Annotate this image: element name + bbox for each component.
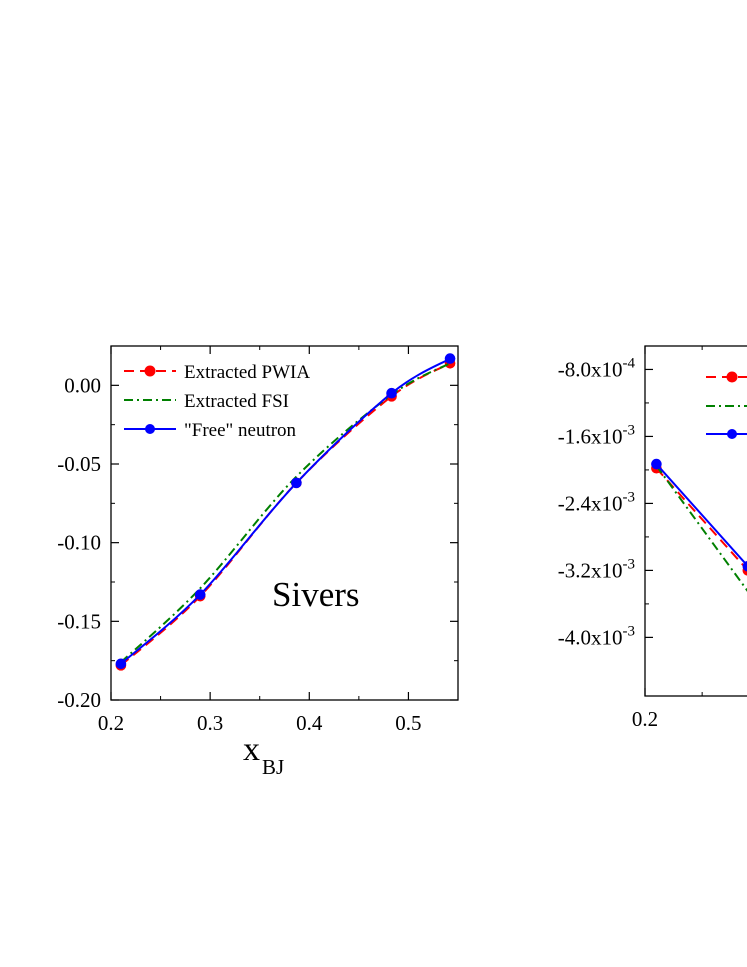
x-tick-label: 0.4	[296, 711, 323, 735]
sivers-annotation: Sivers	[272, 575, 360, 614]
x-tick-label: 0.3	[197, 711, 223, 735]
y-tick-label: -0.05	[57, 452, 101, 476]
y-tick-label: -4.0x10-3	[558, 623, 635, 649]
x-tick-label: 0.5	[395, 711, 421, 735]
legend-2	[706, 371, 747, 439]
data-point	[742, 560, 747, 572]
series-layer-2	[651, 458, 747, 592]
svg-text:x: x	[243, 731, 260, 768]
x-axis-title: x BJ	[243, 731, 284, 779]
y-tick-label: -0.20	[57, 688, 101, 712]
svg-text:BJ: BJ	[262, 755, 284, 779]
axis-ticks	[110, 345, 458, 701]
series-line	[655, 463, 747, 567]
legend-entry-free-neutron: "Free" neutron	[124, 420, 297, 441]
data-point	[291, 477, 302, 489]
x-tick-labels: 0.2 0.3 0.4 0.5	[98, 711, 422, 735]
legend-2-entry-red	[706, 371, 747, 383]
y-tick-label: -0.15	[57, 609, 101, 633]
data-point	[444, 353, 456, 364]
series-line	[655, 465, 747, 592]
data-point	[386, 387, 397, 399]
legend-2-entry-blue	[706, 429, 747, 439]
y-tick-label: -2.4x10-3	[558, 489, 635, 515]
legend-label-fsi: Extracted FSI	[184, 391, 289, 412]
sivers-chart: 0.2 0.3 0.4 0.5 0.00 -0.05 -0.10 -0.15 -0.20 Ex…	[57, 345, 459, 779]
legend-label-free-neutron: "Free" neutron	[184, 420, 297, 441]
y-tick-labels: 0.00 -0.05 -0.10 -0.15 -0.20	[57, 373, 101, 712]
y-tick-label: -0.10	[57, 531, 101, 555]
plot-frame	[110, 345, 459, 701]
legend-entry-fsi: Extracted FSI	[124, 391, 289, 412]
axis-ticks-2	[644, 346, 703, 696]
y-tick-label: -1.6x10-3	[558, 422, 635, 448]
series-line	[120, 357, 451, 665]
series-layer	[115, 353, 456, 671]
legend-entry-pwia: Extracted PWIA	[124, 362, 310, 383]
x-tick-label: 0.2	[632, 707, 658, 731]
data-point	[194, 589, 206, 600]
y-tick-label: -3.2x10-3	[558, 556, 635, 582]
x-tick-labels-2: 0.20.	[632, 707, 658, 731]
legend: Extracted PWIA Extracted FSI "Free" neut…	[124, 362, 310, 441]
data-point	[651, 458, 662, 470]
y-tick-labels-2: -8.0x10-4 -1.6x10-3 -2.4x10-3 -3.2x10-3 -4.0…	[558, 355, 636, 649]
y-tick-label: 0.00	[64, 373, 101, 397]
data-point	[115, 658, 127, 670]
x-tick-label: 0.2	[98, 711, 124, 735]
legend-label-pwia: Extracted PWIA	[184, 362, 310, 383]
second-chart: 0.20. -8.0x10-4 -1.6x10-3 -2.4x10-3 -3.2x10…	[558, 345, 747, 731]
plot-frame-2	[644, 345, 747, 697]
y-tick-label: -8.0x10-4	[558, 355, 636, 381]
